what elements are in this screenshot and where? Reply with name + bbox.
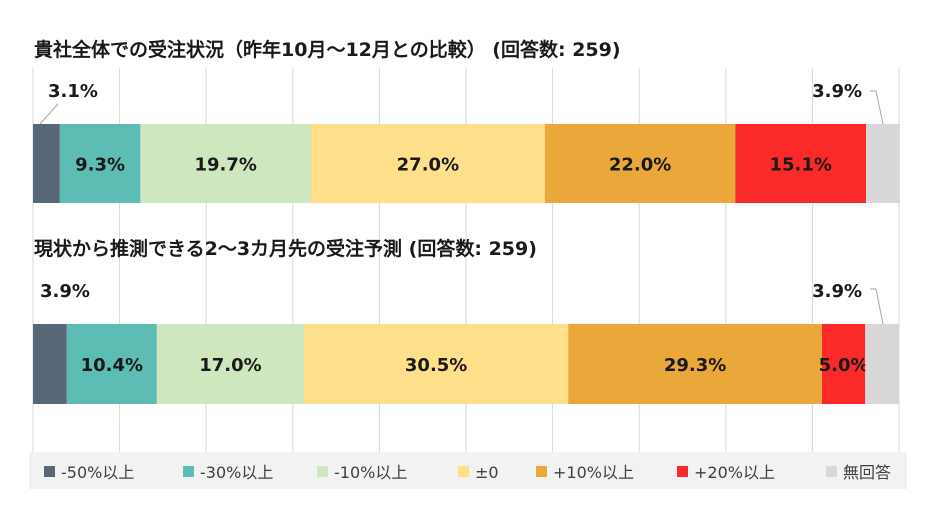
bar-segment-1-3 [140, 124, 311, 203]
bar-segment-1-6 [735, 124, 867, 203]
leader-line-1-first [39, 103, 59, 125]
data-label-2-3: 17.0% [199, 355, 261, 376]
data-label-2-5: 29.3% [664, 355, 726, 376]
legend-swatch-7 [826, 466, 837, 477]
legend-label-1: -50%以上 [61, 463, 134, 482]
bar-segment-1-1 [33, 124, 60, 203]
legend-swatch-3 [317, 466, 328, 477]
legend-label-4: ±0 [475, 463, 499, 482]
leader-line-1-last [870, 90, 884, 125]
bar-segment-2-5 [568, 324, 822, 404]
bar-segment-1-5 [544, 124, 736, 203]
data-label-1-3: 19.7% [194, 155, 256, 176]
bar-segment-2-3 [156, 324, 305, 404]
legend-swatch-6 [677, 466, 688, 477]
legend-swatch-1 [44, 466, 55, 477]
bar-segment-1-7 [866, 124, 900, 203]
chart-title-2: 現状から推測できる2～3カ月先の受注予測 (回答数: 259) [34, 237, 537, 260]
data-label-1-5: 22.0% [609, 155, 671, 176]
legend-swatch-2 [183, 466, 194, 477]
leader-line-2-last [870, 288, 884, 325]
bar-segment-2-2 [66, 324, 157, 404]
legend-label-2: -30%以上 [200, 463, 273, 482]
data-label-2-1: 3.9% [40, 281, 90, 302]
data-label-2-6: 5.0% [819, 355, 869, 376]
bar-segment-2-6 [821, 324, 866, 404]
bar-segment-2-7 [865, 324, 899, 404]
data-label-2-2: 10.4% [81, 355, 143, 376]
data-label-1-4: 27.0% [397, 155, 459, 176]
data-label-1-1: 3.1% [48, 81, 98, 102]
bar-segment-1-2 [59, 124, 141, 203]
data-label-1-6: 15.1% [769, 155, 831, 176]
bar-segment-1-4 [310, 124, 545, 203]
data-label-2-7: 3.9% [812, 281, 862, 302]
legend-swatch-5 [536, 466, 547, 477]
bar-segment-2-1 [33, 324, 67, 404]
bar-segment-2-4 [304, 324, 569, 404]
data-label-1-7: 3.9% [812, 81, 862, 102]
chart-title-1: 貴社全体での受注状況（昨年10月～12月との比較） (回答数: 259) [34, 38, 621, 61]
legend-label-5: +10%以上 [553, 463, 634, 482]
legend-swatch-4 [458, 466, 469, 477]
legend-label-3: -10%以上 [334, 463, 407, 482]
legend-label-7: 無回答 [843, 463, 891, 482]
data-label-2-4: 30.5% [405, 355, 467, 376]
data-label-1-2: 9.3% [75, 155, 125, 176]
legend-label-6: +20%以上 [694, 463, 775, 482]
